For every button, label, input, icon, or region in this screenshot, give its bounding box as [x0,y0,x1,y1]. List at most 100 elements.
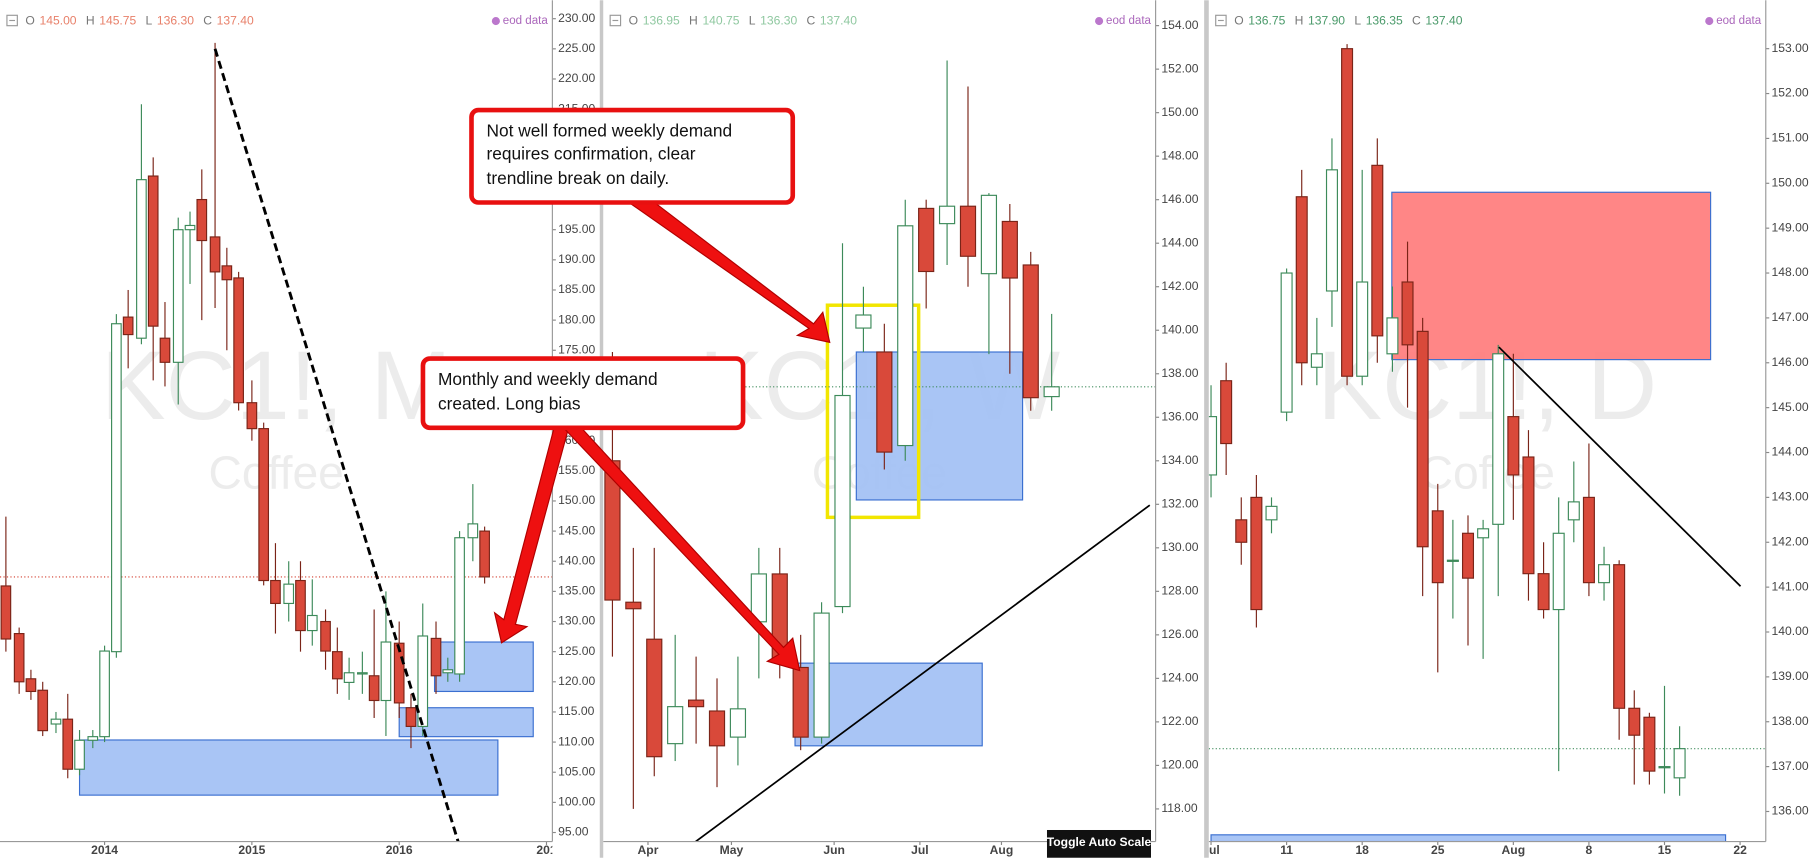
candle-body [1567,501,1580,521]
candle-body [1658,766,1671,769]
candle-body [343,672,355,683]
candle-body [792,666,809,738]
y-tick-label: 136.00 [1772,804,1809,818]
y-tick-label: 144.00 [1772,445,1809,459]
toggle-auto-scale[interactable]: Toggle Auto Scale [1046,829,1152,858]
callout-text: Monthly and weekly demand [438,369,658,389]
y-tick-label: 144.00 [1161,235,1198,249]
candle-body [834,394,851,608]
arrow-2 [493,424,570,644]
zone [1210,834,1727,842]
candle-body [687,699,705,708]
ohlc-label: H [689,13,698,27]
y-tick-label: 140.00 [558,553,595,567]
y-tick-label: 138.00 [1161,366,1198,380]
ohlc-value: 136.95 [643,13,680,27]
candle-body [1235,519,1248,543]
candle-body [368,675,380,702]
ohlc-label: H [86,13,95,27]
x-tick-label: 2014 [91,843,118,857]
x-axis: Jul 11 18 25 Aug 8 15 22 [1209,841,1747,857]
y-tick-label: 118.00 [1161,801,1197,815]
ohlc-label: C [1412,13,1421,27]
candle-body [1220,380,1233,445]
candle-body [1507,416,1520,476]
candle-body [1001,220,1018,279]
x-axis: Apr May Jun Jul Aug [638,841,1013,857]
y-tick-label: 105.00 [558,764,595,778]
candle-body [331,651,343,680]
candle-body [184,224,196,231]
ohlc-value: 136.30 [157,13,194,27]
candle-body [1673,748,1686,779]
source-label: eod data [503,15,549,27]
candle-body [0,585,12,640]
y-tick-label: 124.00 [1161,671,1198,685]
candle-body [1431,510,1444,584]
arrow [493,189,831,672]
y-tick-label: 110.00 [558,734,594,748]
candle-body [1522,456,1535,575]
candle-body [1325,169,1338,292]
y-tick-label: 130.00 [558,614,595,628]
candle-body [1628,707,1641,736]
arrow-1 [623,189,831,344]
trendline [1498,346,1742,587]
ohlc-value: 137.90 [1308,13,1345,27]
plot-area: KC1!, WCoffee [603,60,1156,842]
y-tick-label: 140.00 [1772,624,1809,638]
candle-body [646,638,663,758]
y-tick-label: 155.00 [558,463,595,477]
y-tick-label: 136.00 [1161,409,1198,423]
y-tick-label: 115.00 [558,704,594,718]
candle-body [1582,496,1595,584]
x-tick-label: Apr [638,843,659,857]
candle-body [62,718,74,770]
candle-body [87,736,99,741]
ohlc-label: O [1234,13,1243,27]
y-tick-label: 122.00 [1161,714,1198,728]
candle-body [1401,281,1414,346]
button-label[interactable]: Toggle Auto Scale [1047,835,1152,849]
candle-body [393,642,405,704]
y-tick-label: 138.00 [1772,714,1809,728]
candle-body [159,337,171,363]
x-tick-label: 2016 [386,843,413,857]
ohlc-label: L [1354,13,1361,27]
zone [433,641,534,693]
candle-body [270,579,281,605]
y-tick-label: 147.00 [1772,310,1809,324]
y-tick-label: 120.00 [1161,758,1198,772]
x-tick-label: 11 [1280,843,1293,857]
candle-body [708,710,726,747]
trendline [695,504,1151,842]
y-tick-label: 150.00 [558,493,595,507]
y-tick-label: 140.00 [1161,322,1198,336]
candle-body [625,601,642,610]
y-tick-label: 130.00 [1161,540,1198,554]
y-tick-label: 185.00 [558,282,595,296]
candle-body [938,205,956,225]
ohlc-label: L [146,13,153,27]
zone [825,303,921,520]
callout-box [420,356,746,431]
watermark: KC1!, M [101,331,452,440]
y-tick-label: 195.00 [558,222,595,236]
candle-body [122,316,134,336]
candle-body [1537,573,1550,611]
source-dot [1705,17,1714,26]
candle-body [295,579,306,632]
y-tick-label: 142.00 [1772,534,1809,548]
button[interactable] [1046,829,1151,858]
x-tick-label: 201 [536,843,556,857]
callout-box [469,107,796,205]
candle-body [209,236,221,273]
y-tick-label: 141.00 [1772,579,1809,593]
callout-text: created. Long bias [438,393,581,413]
candle-body [283,583,295,605]
candle-body [99,650,110,738]
y-tick-label: 134.00 [1161,453,1198,467]
